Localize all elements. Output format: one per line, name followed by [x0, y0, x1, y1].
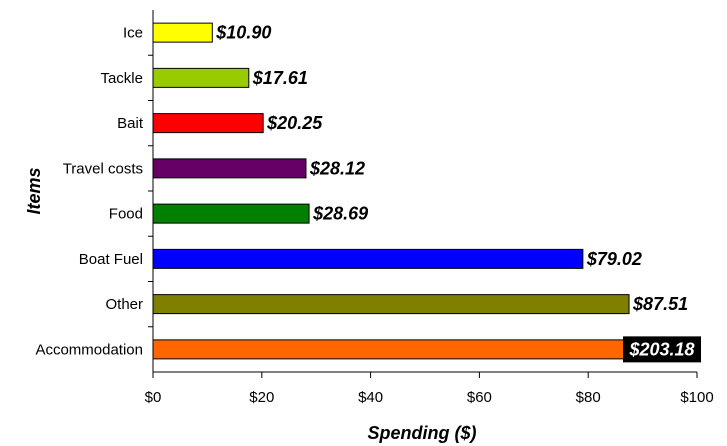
value-label-tackle: $17.61: [252, 68, 308, 88]
x-axis-ticks-group: $0 $20 $40 $60 $80 $100: [145, 372, 714, 406]
bar-ice: [152, 22, 213, 43]
category-label-travel-costs: Travel costs: [63, 160, 143, 177]
value-label-boat-fuel: $79.02: [586, 249, 642, 269]
bars-group: [152, 22, 698, 360]
value-label-ice: $10.90: [215, 23, 271, 43]
value-label-food: $28.69: [312, 204, 368, 224]
category-label-bait: Bait: [117, 115, 144, 132]
x-tick-label: $60: [467, 389, 492, 406]
value-labels-group: $10.90 $17.61 $20.25 $28.12 $28.69 $79.02 $87.…: [215, 23, 701, 363]
category-label-other: Other: [105, 296, 143, 313]
bar-travel-costs: [152, 158, 307, 179]
bar-bait: [152, 113, 264, 134]
category-label-tackle: Tackle: [100, 70, 143, 87]
category-label-food: Food: [109, 206, 143, 223]
value-label-travel-costs: $28.12: [309, 158, 365, 178]
category-labels-group: Ice Tackle Bait Travel costs Food Boat Fuel Ot…: [35, 25, 153, 358]
x-tick-label: $40: [358, 389, 383, 406]
bar-accommodation: [152, 339, 698, 360]
value-label-bg-accommodation: [623, 336, 701, 363]
bar-boat-fuel: [152, 248, 584, 269]
y-axis-title: Items: [24, 167, 44, 214]
x-tick-label: $80: [576, 389, 601, 406]
bar-food: [152, 203, 310, 224]
value-label-bait: $20.25: [266, 113, 323, 133]
bar-tackle: [152, 67, 250, 88]
category-label-boat-fuel: Boat Fuel: [79, 251, 143, 268]
x-tick-label: $0: [145, 389, 162, 406]
bar-other: [152, 294, 630, 315]
category-label-ice: Ice: [123, 25, 143, 42]
x-axis-title: Spending ($): [368, 423, 477, 443]
value-label-other: $87.51: [632, 294, 688, 314]
value-label-accommodation: $203.18: [628, 339, 694, 359]
x-tick-label: $20: [249, 389, 274, 406]
category-label-accommodation: Accommodation: [35, 341, 143, 358]
x-tick-label: $100: [680, 389, 713, 406]
